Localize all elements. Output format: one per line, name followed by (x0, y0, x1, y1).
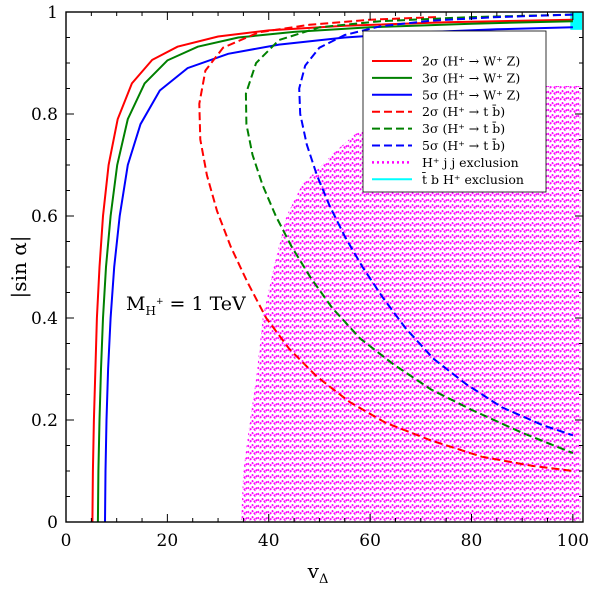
x-tick-label: 80 (461, 531, 483, 551)
x-tick-label: 0 (61, 531, 72, 551)
axis-ticks: 0 20 40 60 80 100 0 0.2 0.4 0.6 0.8 1 (31, 3, 589, 551)
legend-entry: 5σ (H⁺ → t b̄) (372, 137, 505, 153)
curve-2sigma-tb (198, 16, 574, 472)
legend-label: 3σ (H⁺ → t b̄) (422, 120, 505, 136)
y-axis-title: |sin α| (7, 236, 32, 299)
y-tick-label: 0.2 (31, 411, 58, 431)
x-tick-label: 100 (557, 531, 589, 551)
curve-5sigma-tb (298, 13, 574, 437)
legend-label: 3σ (H⁺ → W⁺ Z) (422, 70, 520, 85)
x-tick-label: 20 (157, 531, 179, 551)
legend-entry: 2σ (H⁺ → W⁺ Z) (372, 54, 520, 69)
curve-3sigma-tb (244, 13, 574, 455)
x-tick-label: 60 (359, 531, 381, 551)
mass-annotation-rest: = 1 TeV (163, 293, 246, 315)
legend-entry: H⁺ j j exclusion (372, 155, 519, 170)
legend-label: 2σ (H⁺ → t b̄) (422, 103, 505, 119)
legend-entry: 3σ (H⁺ → W⁺ Z) (372, 70, 520, 85)
y-tick-label: 0.8 (31, 105, 58, 125)
x-axis-title-main: v (307, 559, 320, 583)
curve-layer (91, 13, 574, 522)
mass-annotation-sub: H (145, 304, 155, 318)
curve-2sigma-wz (91, 18, 573, 522)
mass-annotation: MH+ = 1 TeV (126, 293, 246, 318)
legend-label: 5σ (H⁺ → W⁺ Z) (422, 87, 520, 102)
x-axis-title-sub: Δ (319, 572, 328, 587)
x-axis-title: vΔ (307, 559, 329, 587)
mass-annotation-m: M (126, 293, 145, 315)
legend-label: t̄ b H⁺ exclusion (422, 171, 524, 187)
mass-annotation-sup: + (156, 297, 164, 307)
y-tick-label: 0.6 (31, 207, 58, 227)
legend-label: 2σ (H⁺ → W⁺ Z) (422, 54, 520, 69)
y-tick-label: 0.4 (31, 309, 58, 329)
legend-entry: 2σ (H⁺ → t b̄) (372, 103, 505, 119)
legend-entry: 5σ (H⁺ → W⁺ Z) (372, 87, 520, 102)
y-tick-label: 1 (47, 3, 58, 23)
tbh-exclusion-region (570, 12, 582, 30)
legend: 2σ (H⁺ → W⁺ Z)3σ (H⁺ → W⁺ Z) 5σ (H⁺ → W⁺ … (362, 30, 547, 193)
x-tick-label: 40 (258, 531, 280, 551)
legend-label: 5σ (H⁺ → t b̄) (422, 137, 505, 153)
legend-box (362, 30, 547, 193)
legend-entry: 3σ (H⁺ → t b̄) (372, 120, 505, 136)
legend-label: H⁺ j j exclusion (422, 155, 519, 170)
curve-3sigma-wz (96, 20, 573, 522)
y-tick-label: 0 (47, 513, 58, 533)
legend-entry: t̄ b H⁺ exclusion (372, 171, 524, 187)
